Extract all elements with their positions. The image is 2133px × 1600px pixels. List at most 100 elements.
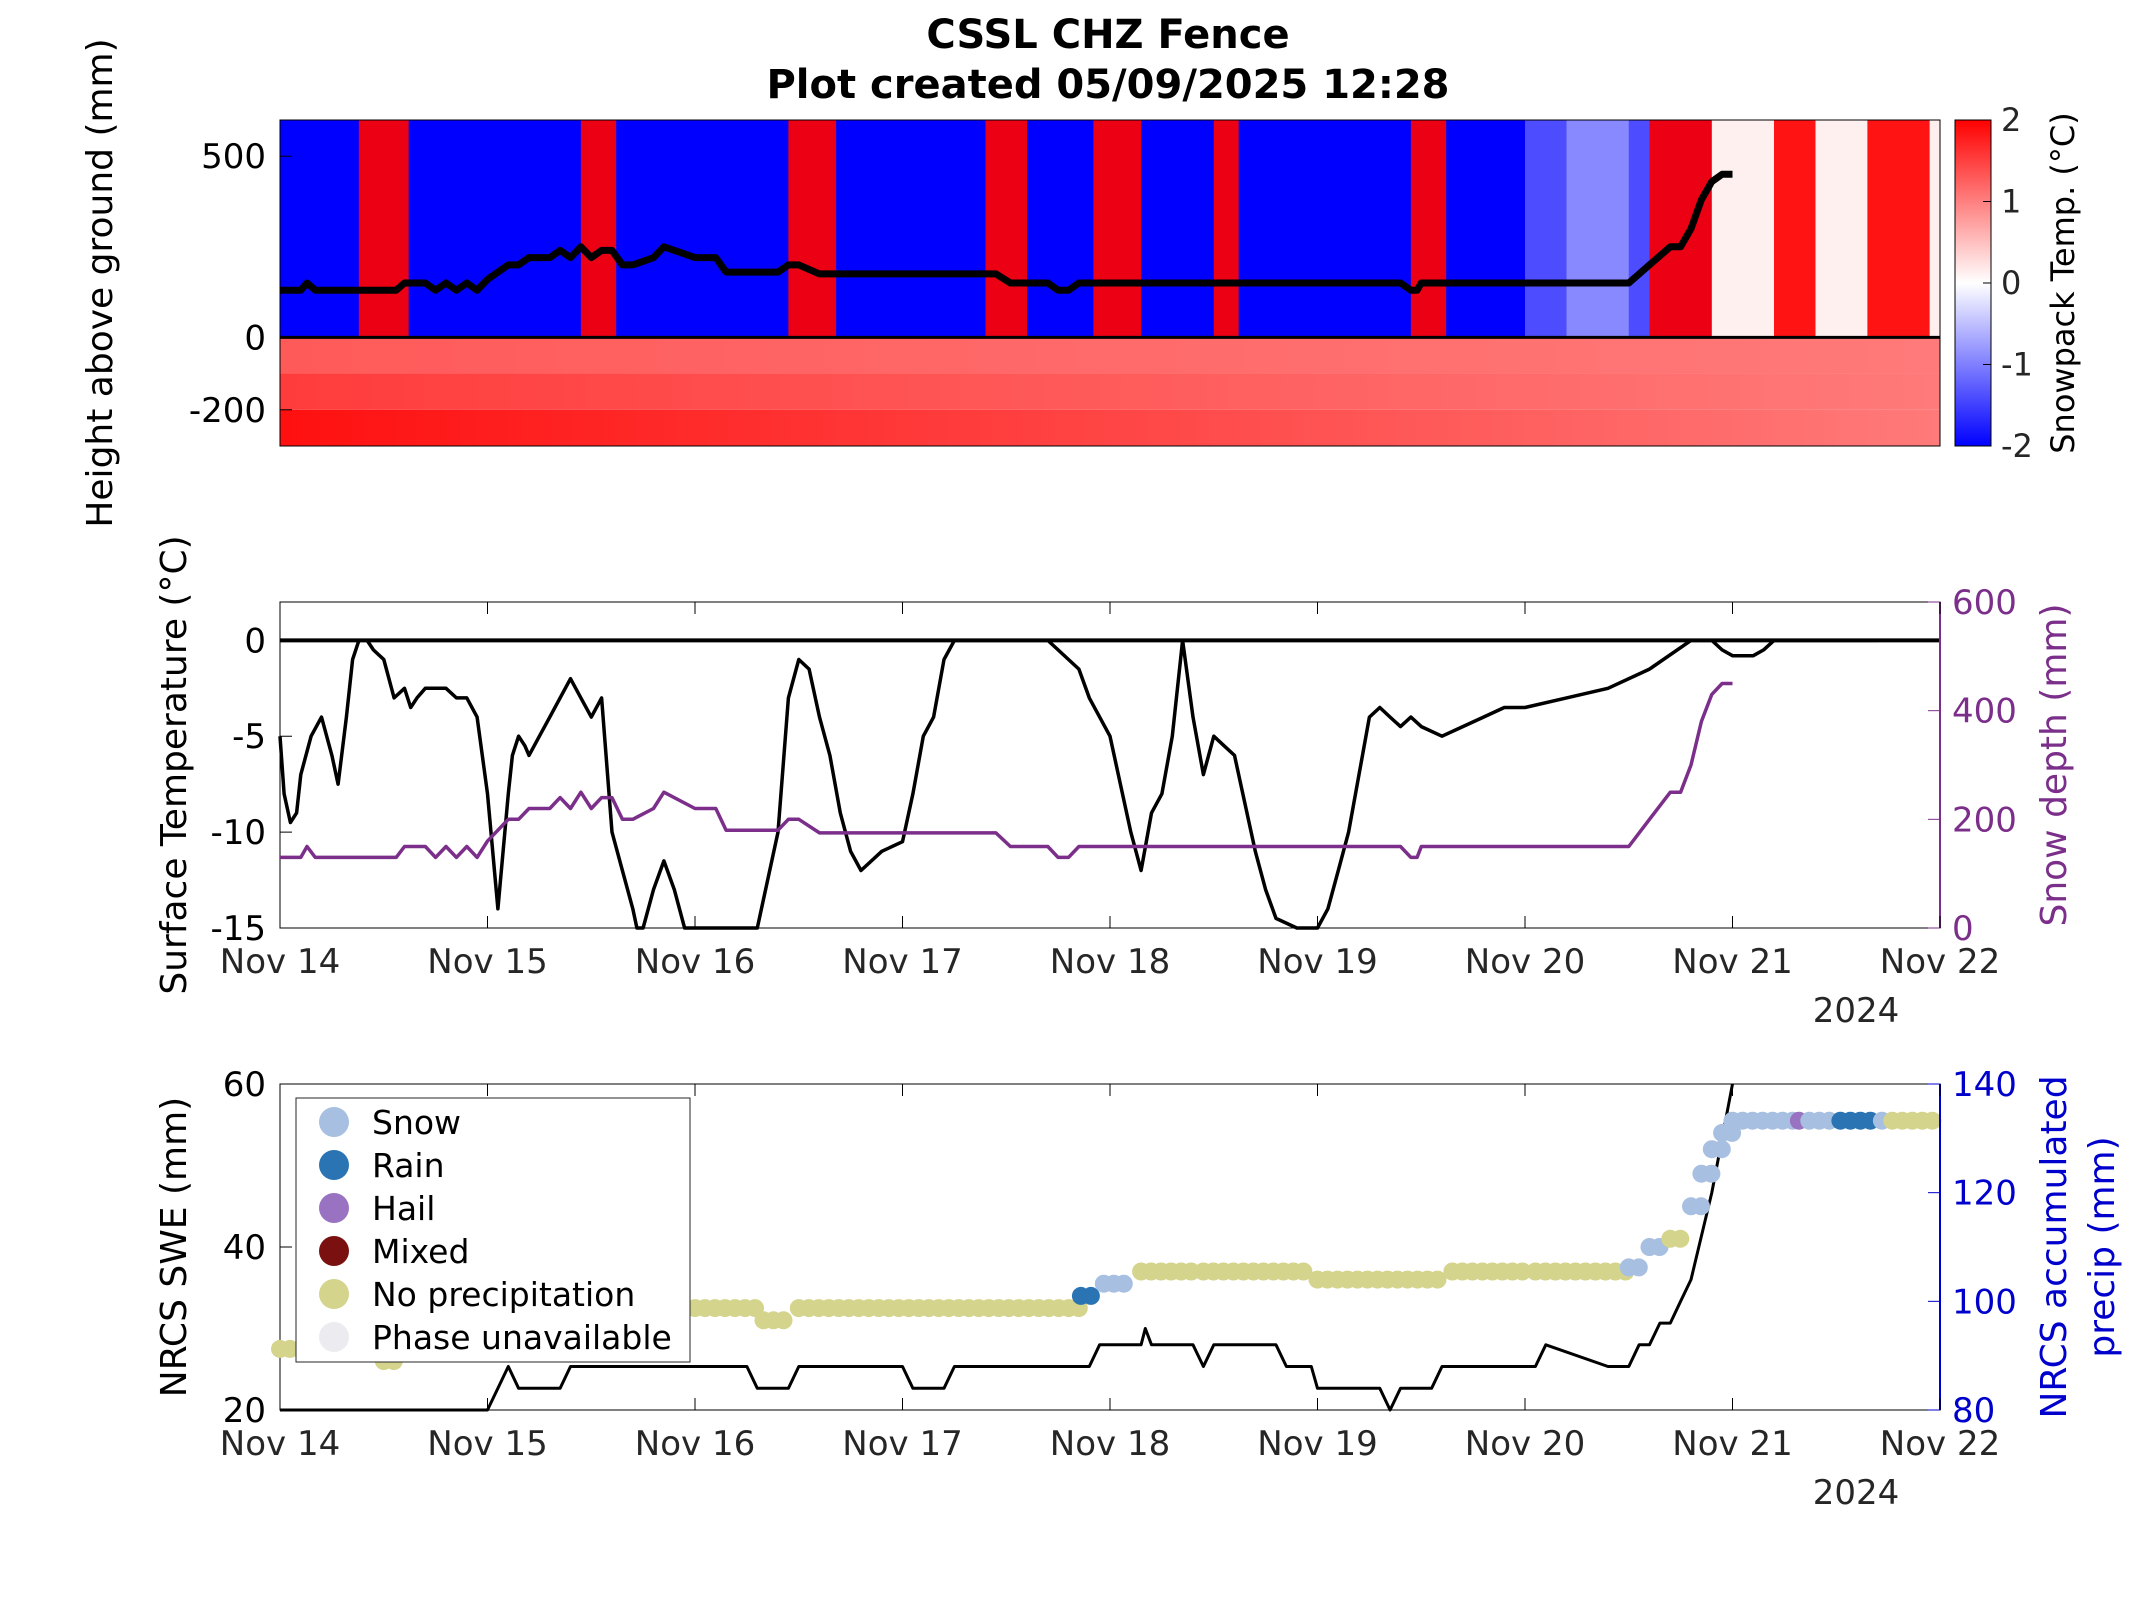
precip-ytick-label: 80 [1952, 1391, 1995, 1431]
temperature-xtick-label: Nov 20 [1465, 942, 1585, 982]
warm-temperature-band [1649, 120, 1712, 338]
precip-ytick-label: 140 [1952, 1065, 2017, 1105]
heatmap-ytick-label: -200 [189, 391, 266, 431]
figure-title-line1: CSSL CHZ Fence [926, 12, 1289, 58]
year-label-panel3: 2024 [1813, 1473, 1900, 1513]
legend-label-mixed: Mixed [372, 1232, 469, 1271]
snow-depth-ylabel: Snow depth (mm) [2034, 603, 2075, 926]
colorbar-tick-label: 1 [2001, 183, 2021, 221]
swe-xtick-label: Nov 19 [1257, 1424, 1377, 1464]
swe-point-no-precip [1923, 1111, 1942, 1130]
surface-temperature-line [278, 638, 1878, 930]
warm-temperature-band [985, 120, 1027, 338]
snowpack-temperature-heatmap: 500 0 -200 Height above ground (mm) 2 1 0 -1 -… [80, 38, 2082, 527]
snow-depth-ytick-label: 400 [1952, 692, 2017, 732]
surface-temperature-chart: 0 -5 -10 -15 600 400 200 0 Nov 14 Nov 15 Nov 16 N… [154, 535, 2075, 1031]
swe-xtick-label: Nov 21 [1672, 1424, 1792, 1464]
snow-depth-ytick-label: 600 [1952, 583, 2017, 623]
temperature-ytick-label: -10 [210, 813, 266, 853]
accumulated-precip-line [280, 1083, 1734, 1412]
precip-ylabel-line1: NRCS accumulated [2034, 1075, 2075, 1418]
swe-point-no-precip [1428, 1270, 1447, 1289]
temperature-xtick-label: Nov 16 [635, 942, 755, 982]
legend-marker-hail [319, 1193, 349, 1223]
swe-point-snow [1114, 1274, 1133, 1293]
legend-label-unavailable: Phase unavailable [372, 1318, 672, 1357]
figure-title-line2: Plot created 05/09/2025 12:28 [766, 62, 1449, 108]
swe-point-no-precip [774, 1311, 793, 1330]
legend-label-snow: Snow [372, 1103, 461, 1142]
warm-temperature-band [580, 120, 617, 338]
warm-temperature-band [1093, 120, 1142, 338]
soil-temperature-band [280, 373, 1940, 410]
swe-precip-chart: 60 40 20 140 120 100 80 Nov 14 Nov 15 Nov 16 Nov… [154, 1065, 2123, 1513]
warm-temperature-band [1213, 120, 1239, 338]
precip-ylabel-line2: precip (mm) [2082, 1136, 2123, 1357]
legend-marker-no-precip [319, 1279, 349, 1309]
swe-point-no-precip [1671, 1229, 1690, 1248]
temperature-xtick-label: Nov 18 [1050, 942, 1170, 982]
swe-point-no-precip [1513, 1262, 1532, 1281]
temperature-ytick-label: 0 [244, 621, 266, 661]
year-label-panel2: 2024 [1813, 991, 1900, 1031]
legend-marker-mixed [319, 1236, 349, 1266]
transition-temperature-band [1566, 120, 1629, 338]
heatmap-plot-frame [279, 119, 1941, 447]
legend-label-hail: Hail [372, 1189, 435, 1228]
swe-xtick-label: Nov 15 [427, 1424, 547, 1464]
swe-xtick-label: Nov 22 [1880, 1424, 2000, 1464]
swe-xtick-label: Nov 18 [1050, 1424, 1170, 1464]
legend-marker-unavailable [319, 1322, 349, 1352]
colorbar-tick-label: -2 [2001, 427, 2033, 465]
precip-ytick-label: 100 [1952, 1282, 2017, 1322]
snow-depth-ytick-label: 200 [1952, 800, 2017, 840]
heatmap-ytick-label: 500 [201, 137, 266, 177]
warm-temperature-band [1774, 120, 1816, 338]
legend-box [295, 1097, 691, 1363]
swe-ytick-label: 20 [223, 1391, 266, 1431]
heatmap-ylabel: Height above ground (mm) [80, 38, 121, 527]
snow-depth-line [280, 681, 1733, 860]
temperature-plot-frame [279, 601, 1941, 929]
legend-marker-snow [319, 1107, 349, 1137]
temperature-xtick-label: Nov 17 [842, 942, 962, 982]
snow-depth-ytick-label: 0 [1952, 909, 1974, 949]
swe-ytick-label: 60 [223, 1065, 266, 1105]
temperature-ytick-label: -15 [210, 909, 266, 949]
legend: Snow Rain Hail Mixed No precipitation Phase u… [295, 1097, 691, 1363]
swe-xtick-label: Nov 17 [842, 1424, 962, 1464]
swe-ylabel: NRCS SWE (mm) [154, 1097, 195, 1397]
legend-label-rain: Rain [372, 1146, 445, 1185]
swe-ytick-label: 40 [223, 1228, 266, 1268]
swe-point-snow [1629, 1258, 1648, 1277]
swe-point-no-precip [1182, 1262, 1201, 1281]
swe-xtick-label: Nov 16 [635, 1424, 755, 1464]
temperature-ylabel: Surface Temperature (°C) [154, 535, 195, 994]
warm-temperature-band [358, 120, 409, 338]
colorbar-label: Snowpack Temp. (°C) [2044, 112, 2082, 454]
colorbar-tick-label: 2 [2001, 101, 2021, 139]
colorbar-tick-label: -1 [2001, 346, 2033, 384]
temperature-xtick-label: Nov 21 [1672, 942, 1792, 982]
snow-depth-line-heatmap [280, 170, 1733, 294]
swe-point-rain [1081, 1286, 1100, 1305]
temperature-xtick-label: Nov 22 [1880, 942, 2000, 982]
soil-temperature-band [280, 409, 1940, 446]
colorbar-tick-label: 0 [2001, 264, 2021, 302]
temperature-xtick-label: Nov 19 [1257, 942, 1377, 982]
warm-temperature-band [788, 120, 837, 338]
precip-ytick-label: 120 [1952, 1174, 2017, 1214]
warm-temperature-band [1410, 120, 1447, 338]
legend-marker-rain [319, 1150, 349, 1180]
swe-point-snow [1692, 1197, 1710, 1216]
swe-point-snow [1712, 1140, 1731, 1159]
swe-point-no-precip [1294, 1262, 1313, 1281]
heatmap-ytick-label: 0 [244, 318, 266, 358]
swe-xtick-label: Nov 20 [1465, 1424, 1585, 1464]
swe-point-snow [1702, 1164, 1721, 1183]
legend-label-no-precip: No precipitation [372, 1275, 635, 1314]
temperature-xtick-label: Nov 14 [220, 942, 340, 982]
temperature-xtick-label: Nov 15 [427, 942, 547, 982]
temperature-ytick-label: -5 [232, 717, 266, 757]
